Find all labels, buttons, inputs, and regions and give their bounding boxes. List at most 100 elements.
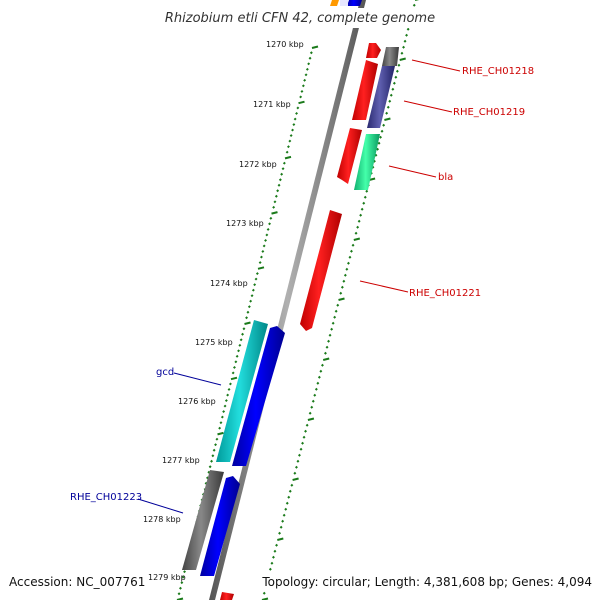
tick-minor (289, 134, 293, 138)
tick-major (292, 477, 299, 481)
tick-minor (359, 213, 363, 217)
tick-minor (210, 459, 214, 463)
tick-minor (278, 178, 282, 182)
label-rhe-ch01219[interactable]: RHE_CH01219 (453, 107, 525, 118)
tick-minor (253, 283, 257, 287)
tick-minor (249, 299, 253, 303)
tick-minor (277, 183, 281, 187)
tick-minor (214, 443, 218, 447)
tick-minor (331, 321, 335, 325)
callout-line-gcd (173, 372, 222, 386)
gene-rhe-ch01219-b[interactable] (367, 66, 395, 128)
feature-white-top (340, 0, 348, 6)
tick-minor (304, 429, 308, 433)
tick-minor (207, 470, 211, 474)
tick-minor (313, 393, 317, 397)
tick-minor (342, 279, 346, 283)
tick-minor (327, 339, 331, 343)
tick-minor (245, 316, 249, 320)
tick-minor (241, 332, 245, 336)
label-rhe-ch01223[interactable]: RHE_CH01223 (70, 492, 142, 503)
tick-minor (307, 62, 311, 66)
tick-minor (300, 89, 304, 93)
tick-major (217, 431, 224, 436)
gene-bla[interactable] (354, 134, 380, 190)
gene-rhe-ch01223[interactable] (200, 476, 240, 576)
tick-minor (287, 495, 291, 499)
tick-minor (363, 195, 367, 199)
tick-minor (299, 95, 303, 99)
tick-minor (266, 227, 270, 231)
feature-red-bottom[interactable] (220, 592, 234, 600)
tick-minor (323, 351, 327, 355)
gene-rhe-ch01223-grey[interactable] (182, 470, 224, 570)
tick-minor (239, 338, 243, 342)
tick-minor (357, 219, 361, 223)
gene-rhe-ch01221[interactable] (300, 210, 342, 331)
tick-minor (345, 267, 349, 271)
tick-minor (405, 33, 409, 37)
tick-minor (224, 399, 228, 403)
tick-minor (261, 249, 265, 253)
tick-minor (360, 207, 364, 211)
tick-minor (346, 261, 350, 265)
label-rhe-ch01221[interactable]: RHE_CH01221 (409, 288, 481, 299)
tick-minor (292, 123, 296, 127)
tick-minor (376, 147, 380, 151)
title-backdrop (150, 8, 450, 28)
label-gcd[interactable]: gcd (156, 367, 174, 378)
feature-blue-top[interactable] (347, 0, 362, 6)
tick-minor (402, 45, 406, 49)
tick-minor (247, 305, 251, 309)
tick-minor (269, 216, 273, 220)
gene-rhe-ch01218-b[interactable] (382, 47, 399, 66)
gene-rhe-ch01219-a[interactable] (352, 60, 378, 120)
tick-minor (237, 349, 241, 353)
tick-minor (395, 69, 399, 73)
tick-minor (339, 291, 343, 295)
tick-minor (258, 261, 262, 265)
tick-minor (392, 81, 396, 85)
tick-minor (177, 592, 181, 596)
gene-rhe-ch01218-a[interactable] (366, 43, 381, 58)
tick-major (230, 376, 238, 381)
tick-minor (284, 507, 288, 511)
tick-minor (389, 93, 393, 97)
tick-minor (222, 410, 226, 414)
feature-orange-top[interactable] (330, 0, 339, 6)
tick-minor (268, 567, 272, 571)
tick-minor (278, 531, 282, 535)
tick-minor (293, 471, 297, 475)
tick-minor (296, 106, 300, 110)
tick-major (384, 117, 391, 121)
gene-bla-red[interactable] (337, 128, 362, 184)
tick-minor (354, 231, 358, 235)
label-rhe-ch01218[interactable]: RHE_CH01218 (462, 66, 534, 77)
tick-minor (319, 369, 323, 373)
tick-minor (406, 27, 410, 31)
tick-minor (226, 393, 230, 397)
tick-minor (374, 153, 378, 157)
label-bla[interactable]: bla (438, 172, 453, 183)
tick-minor (333, 315, 337, 319)
tick-minor (274, 194, 278, 198)
tick-minor (356, 225, 360, 229)
tick-minor (291, 128, 295, 132)
tick-minor (285, 501, 289, 505)
tick-minor (276, 189, 280, 193)
tick-minor (275, 543, 279, 547)
tick-minor (279, 525, 283, 529)
tick-minor (377, 141, 381, 145)
tick-minor (223, 404, 227, 408)
tick-minor (379, 135, 383, 139)
gene-gcd-partner[interactable] (232, 326, 285, 466)
tick-minor (288, 139, 292, 143)
gene-gcd[interactable] (216, 320, 268, 462)
tick-minor (397, 63, 401, 67)
tick-minor (349, 249, 353, 253)
tick-minor (280, 172, 284, 176)
tick-minor (290, 483, 294, 487)
tick-major (322, 357, 330, 361)
tick-label: 1277 kbp (162, 456, 200, 465)
tick-minor (391, 87, 395, 91)
